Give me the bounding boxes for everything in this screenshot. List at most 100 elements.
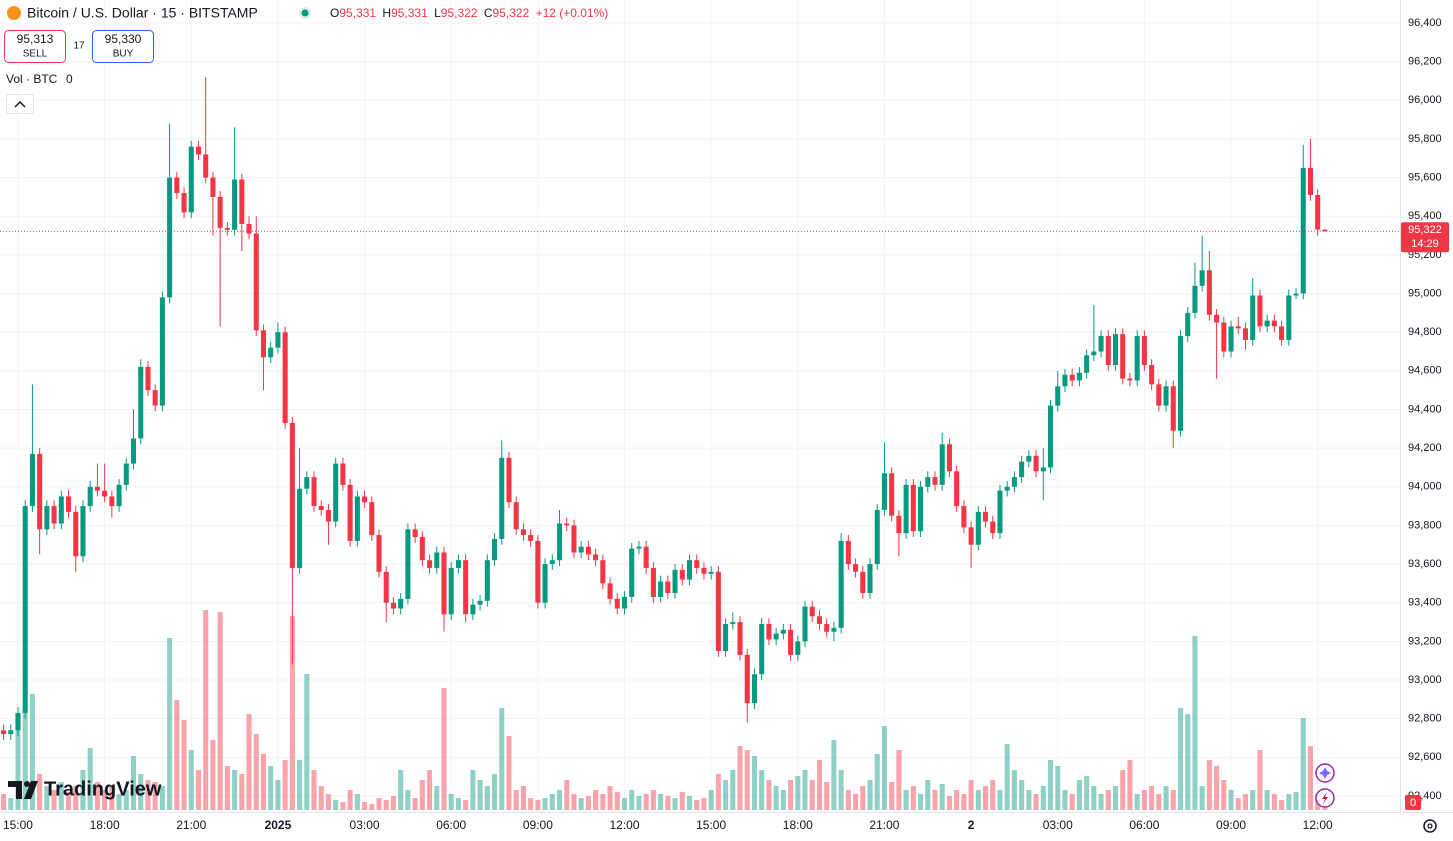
candle-body bbox=[434, 552, 440, 568]
volume-bar bbox=[730, 770, 736, 810]
volume-bar bbox=[1047, 760, 1054, 810]
candle-body bbox=[708, 571, 714, 574]
symbol-title[interactable]: Bitcoin / U.S. Dollar · 15 · BITSTAMP bbox=[27, 5, 258, 21]
candle-body bbox=[650, 567, 656, 597]
x-tick-label: 03:00 bbox=[350, 818, 380, 832]
volume-bar bbox=[903, 790, 909, 810]
volume-bar bbox=[15, 714, 21, 810]
candle-body bbox=[939, 444, 945, 485]
volume-bar bbox=[477, 780, 483, 810]
settings-gear[interactable] bbox=[1423, 819, 1437, 833]
candle-body bbox=[1069, 374, 1075, 381]
volume-bar bbox=[405, 790, 411, 810]
candle-body bbox=[1112, 334, 1119, 366]
volume-bar bbox=[1264, 790, 1270, 810]
ohlc-value: 95,322 bbox=[493, 6, 530, 20]
buy-button[interactable]: 95,330 BUY bbox=[92, 30, 154, 63]
candle-body bbox=[1055, 386, 1061, 406]
buy-box[interactable] bbox=[92, 30, 154, 63]
settings-button[interactable] bbox=[1423, 819, 1437, 833]
volume-bar bbox=[195, 770, 202, 810]
buy-label[interactable]: BUY bbox=[113, 49, 134, 60]
volume-bar bbox=[275, 780, 281, 810]
sell-price[interactable]: 95,313 bbox=[17, 32, 54, 46]
candle-body bbox=[694, 560, 700, 568]
volume-bar bbox=[159, 786, 165, 810]
candle-body bbox=[470, 604, 476, 615]
volume-bar bbox=[766, 780, 772, 810]
flash-icon[interactable] bbox=[1322, 792, 1328, 804]
candle-body bbox=[340, 463, 346, 485]
volume-bar bbox=[845, 790, 851, 810]
volume-bar bbox=[419, 780, 425, 810]
volume-bar bbox=[1091, 786, 1097, 810]
ai-icon[interactable] bbox=[1319, 767, 1331, 779]
candle-body bbox=[1091, 351, 1097, 356]
candle-body bbox=[983, 511, 989, 522]
candle-body bbox=[737, 622, 743, 655]
badges: 95,322 14:29 0 bbox=[0, 222, 1449, 810]
volume-bar bbox=[853, 794, 859, 810]
volume-bar bbox=[867, 780, 873, 810]
collapse-button[interactable] bbox=[6, 94, 34, 114]
volume-bar bbox=[340, 802, 346, 810]
y-tick-label: 95,600 bbox=[1408, 171, 1442, 183]
volume-bar bbox=[968, 780, 974, 810]
candle-body bbox=[867, 564, 873, 594]
candle-body bbox=[1192, 285, 1198, 313]
volume-bar bbox=[636, 796, 642, 810]
candle-body bbox=[44, 506, 50, 530]
candle-body bbox=[260, 330, 267, 358]
collapse-chevron[interactable] bbox=[14, 100, 26, 108]
volume-bar bbox=[535, 800, 541, 810]
candle-body bbox=[744, 654, 750, 704]
volume-bar bbox=[455, 798, 461, 810]
candle-body bbox=[1300, 167, 1306, 294]
y-tick-label: 95,400 bbox=[1408, 210, 1442, 222]
volume-bar bbox=[1214, 766, 1220, 810]
candle-body bbox=[1011, 477, 1017, 487]
candle-body bbox=[701, 567, 707, 574]
volume-bar bbox=[260, 754, 267, 810]
y-tick-label: 96,400 bbox=[1408, 17, 1442, 29]
volume-bar bbox=[347, 790, 353, 810]
volume-bar bbox=[773, 786, 779, 810]
volume-bar bbox=[975, 790, 981, 810]
candle-body bbox=[824, 623, 830, 632]
candle-body bbox=[838, 540, 844, 628]
candle-body bbox=[896, 515, 902, 534]
sell-box[interactable] bbox=[4, 30, 66, 63]
logo-dot bbox=[24, 781, 30, 787]
ohlc-legend: O95,331 H95,331 L95,322 C95,322 +12 (+0.… bbox=[330, 6, 608, 20]
settings-center[interactable] bbox=[1427, 823, 1433, 829]
x-tick-label: 09:00 bbox=[523, 818, 553, 832]
side-tools[interactable] bbox=[1315, 763, 1335, 808]
volume-bar bbox=[513, 790, 519, 810]
volume-bar bbox=[932, 790, 938, 810]
volume-bar bbox=[795, 776, 801, 810]
buy-price[interactable]: 95,330 bbox=[105, 32, 142, 46]
x-tick-label: 12:00 bbox=[609, 818, 639, 832]
sell-label[interactable]: SELL bbox=[23, 49, 48, 60]
volume-bar bbox=[232, 770, 238, 810]
candle-body bbox=[528, 535, 534, 541]
volume-bar bbox=[983, 786, 989, 810]
candle-body bbox=[1098, 336, 1104, 352]
x-tick-label: 2 bbox=[968, 818, 975, 832]
candle-body bbox=[961, 506, 967, 528]
candle-body bbox=[607, 583, 613, 599]
candle-body bbox=[318, 506, 324, 510]
volume-bar bbox=[109, 786, 115, 810]
collapse-box[interactable] bbox=[6, 94, 34, 114]
volume-bar bbox=[1185, 714, 1191, 810]
candle-body bbox=[1134, 336, 1140, 381]
candle-body bbox=[29, 453, 35, 507]
y-tick-label: 94,600 bbox=[1408, 365, 1442, 377]
candle-body bbox=[448, 567, 454, 615]
sell-button[interactable]: 95,313 SELL bbox=[4, 30, 66, 63]
volume-bar bbox=[145, 780, 151, 810]
candle-body bbox=[390, 602, 396, 609]
volume-bar bbox=[304, 674, 310, 810]
